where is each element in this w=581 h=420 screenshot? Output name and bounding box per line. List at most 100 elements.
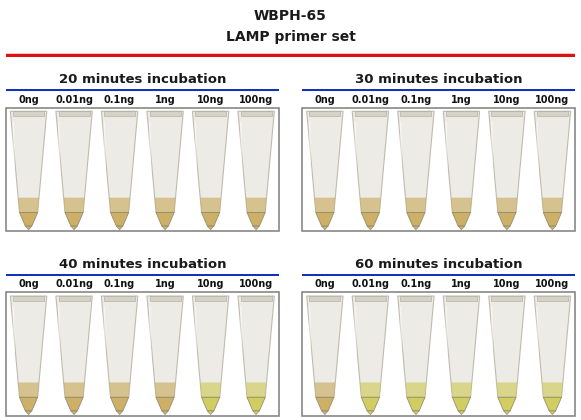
- Polygon shape: [497, 383, 517, 397]
- Polygon shape: [549, 226, 555, 230]
- Polygon shape: [71, 411, 77, 415]
- Polygon shape: [247, 213, 265, 226]
- Polygon shape: [360, 383, 381, 397]
- Polygon shape: [147, 111, 184, 213]
- Polygon shape: [492, 111, 522, 116]
- Polygon shape: [407, 213, 425, 226]
- Polygon shape: [452, 397, 471, 411]
- Polygon shape: [543, 397, 561, 411]
- Text: 0.1ng: 0.1ng: [400, 279, 432, 289]
- Polygon shape: [247, 397, 265, 411]
- Polygon shape: [549, 411, 555, 415]
- Polygon shape: [207, 411, 214, 415]
- Polygon shape: [246, 383, 267, 397]
- Polygon shape: [253, 411, 259, 415]
- Polygon shape: [361, 213, 379, 226]
- Polygon shape: [59, 111, 89, 116]
- Text: LAMP primer set: LAMP primer set: [225, 30, 356, 44]
- Polygon shape: [10, 111, 46, 213]
- Polygon shape: [162, 411, 168, 415]
- Polygon shape: [155, 198, 175, 213]
- Polygon shape: [246, 198, 267, 213]
- Polygon shape: [202, 397, 220, 411]
- Polygon shape: [65, 397, 83, 411]
- Polygon shape: [192, 111, 229, 213]
- Polygon shape: [238, 111, 274, 213]
- Polygon shape: [104, 111, 135, 116]
- Polygon shape: [18, 383, 39, 397]
- Polygon shape: [498, 397, 516, 411]
- Polygon shape: [195, 111, 226, 116]
- Polygon shape: [537, 296, 568, 301]
- Polygon shape: [192, 296, 229, 397]
- Polygon shape: [150, 111, 181, 116]
- Text: 100ng: 100ng: [239, 94, 273, 105]
- Polygon shape: [316, 213, 334, 226]
- Polygon shape: [71, 226, 77, 230]
- Polygon shape: [241, 111, 271, 116]
- Polygon shape: [360, 198, 381, 213]
- Polygon shape: [147, 296, 184, 397]
- Polygon shape: [352, 111, 389, 213]
- Polygon shape: [322, 226, 328, 230]
- Polygon shape: [451, 198, 472, 213]
- Polygon shape: [446, 296, 477, 301]
- Polygon shape: [156, 397, 174, 411]
- Polygon shape: [116, 226, 123, 230]
- Text: 0.01ng: 0.01ng: [352, 279, 389, 289]
- Text: 10ng: 10ng: [493, 279, 521, 289]
- Text: 0ng: 0ng: [314, 94, 335, 105]
- Polygon shape: [307, 111, 343, 213]
- Text: 0.01ng: 0.01ng: [352, 94, 389, 105]
- Polygon shape: [241, 296, 271, 301]
- Text: 100ng: 100ng: [535, 279, 569, 289]
- Polygon shape: [446, 111, 477, 116]
- Polygon shape: [406, 383, 426, 397]
- Polygon shape: [10, 296, 46, 397]
- Polygon shape: [406, 198, 426, 213]
- Polygon shape: [492, 296, 522, 301]
- Polygon shape: [367, 226, 374, 230]
- Text: 0.1ng: 0.1ng: [400, 94, 432, 105]
- Text: 10ng: 10ng: [197, 94, 224, 105]
- Polygon shape: [537, 111, 568, 116]
- Polygon shape: [102, 296, 138, 397]
- Polygon shape: [451, 383, 472, 397]
- Polygon shape: [361, 397, 379, 411]
- Text: 100ng: 100ng: [535, 94, 569, 105]
- Text: 1ng: 1ng: [451, 279, 472, 289]
- Text: 1ng: 1ng: [451, 94, 472, 105]
- Polygon shape: [156, 213, 174, 226]
- Polygon shape: [504, 226, 510, 230]
- Polygon shape: [26, 226, 32, 230]
- Polygon shape: [542, 198, 563, 213]
- Polygon shape: [155, 383, 175, 397]
- Polygon shape: [367, 411, 374, 415]
- Polygon shape: [104, 296, 135, 301]
- Polygon shape: [110, 397, 129, 411]
- Text: 0ng: 0ng: [18, 279, 39, 289]
- Polygon shape: [64, 383, 84, 397]
- Polygon shape: [13, 296, 44, 301]
- Polygon shape: [322, 411, 328, 415]
- Polygon shape: [413, 226, 419, 230]
- Text: 0.1ng: 0.1ng: [104, 279, 135, 289]
- Polygon shape: [413, 411, 419, 415]
- Text: 0.01ng: 0.01ng: [55, 279, 93, 289]
- Polygon shape: [534, 296, 571, 397]
- Polygon shape: [542, 383, 563, 397]
- Polygon shape: [202, 213, 220, 226]
- Text: 60 minutes incubation: 60 minutes incubation: [355, 257, 522, 270]
- Text: 0ng: 0ng: [18, 94, 39, 105]
- Polygon shape: [397, 296, 434, 397]
- Polygon shape: [59, 296, 89, 301]
- Polygon shape: [195, 296, 226, 301]
- Polygon shape: [443, 296, 480, 397]
- Text: 0ng: 0ng: [314, 279, 335, 289]
- Polygon shape: [20, 213, 38, 226]
- Polygon shape: [489, 111, 525, 213]
- Text: 0.1ng: 0.1ng: [104, 94, 135, 105]
- Polygon shape: [397, 111, 434, 213]
- Polygon shape: [56, 111, 92, 213]
- Polygon shape: [109, 198, 130, 213]
